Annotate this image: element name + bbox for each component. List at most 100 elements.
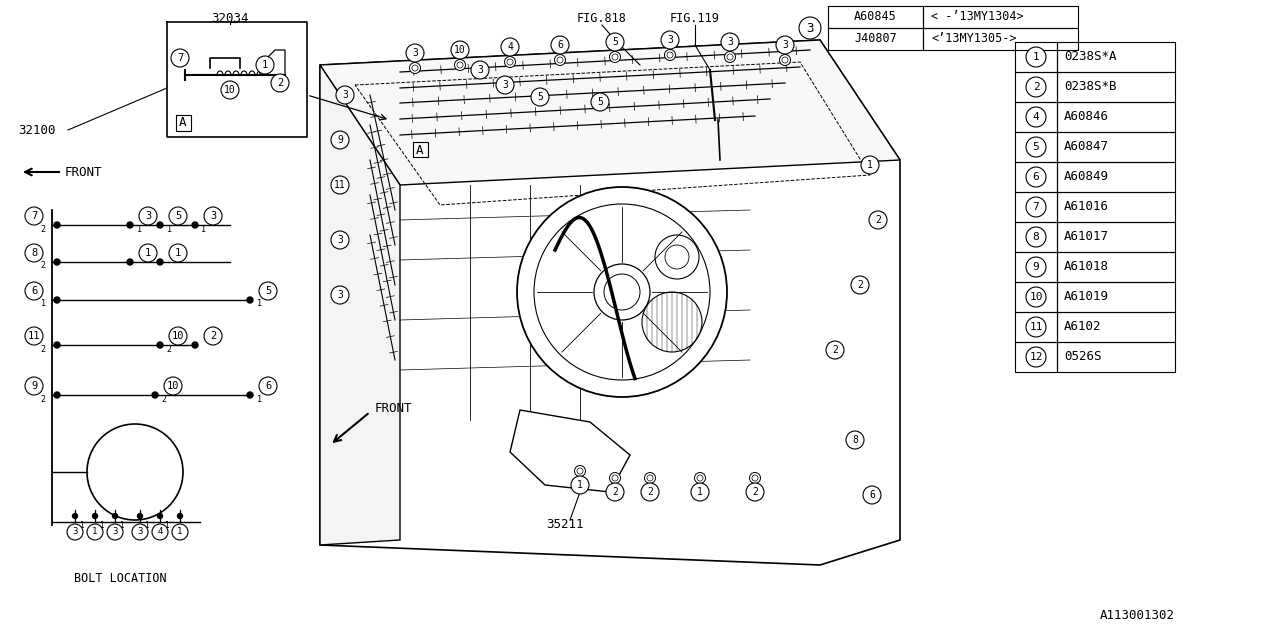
Text: A6102: A6102 (1064, 321, 1102, 333)
Circle shape (780, 54, 791, 65)
Circle shape (691, 483, 709, 501)
Circle shape (332, 231, 349, 249)
Text: A: A (416, 143, 424, 157)
Circle shape (172, 49, 189, 67)
Text: 0526S: 0526S (1064, 351, 1102, 364)
Circle shape (73, 513, 78, 518)
Circle shape (164, 377, 182, 395)
Text: 1: 1 (166, 225, 172, 234)
Circle shape (271, 74, 289, 92)
Text: 0238S*A: 0238S*A (1064, 51, 1116, 63)
Text: 3: 3 (727, 37, 733, 47)
Circle shape (550, 36, 570, 54)
Text: A: A (179, 116, 187, 129)
Circle shape (26, 207, 44, 225)
Text: 1: 1 (577, 480, 582, 490)
Circle shape (497, 76, 515, 94)
Circle shape (335, 86, 355, 104)
Circle shape (605, 483, 625, 501)
Text: 10: 10 (224, 85, 236, 95)
Circle shape (1027, 167, 1046, 187)
Circle shape (259, 282, 276, 300)
Text: 3: 3 (502, 80, 508, 90)
Text: 2: 2 (166, 344, 172, 353)
Circle shape (247, 297, 253, 303)
Text: 1: 1 (41, 300, 46, 308)
Text: A60847: A60847 (1064, 141, 1108, 154)
Circle shape (256, 56, 274, 74)
Circle shape (54, 392, 60, 398)
Text: <’13MY1305->: <’13MY1305-> (931, 33, 1016, 45)
Text: 2: 2 (161, 394, 166, 403)
Circle shape (1027, 287, 1046, 307)
Circle shape (92, 513, 97, 518)
Text: 1: 1 (78, 520, 83, 529)
Text: 1: 1 (143, 520, 148, 529)
Text: 3: 3 (477, 65, 483, 75)
Polygon shape (320, 40, 900, 565)
Circle shape (26, 244, 44, 262)
Text: 2: 2 (648, 487, 653, 497)
Circle shape (826, 341, 844, 359)
Circle shape (169, 327, 187, 345)
Text: 2: 2 (210, 331, 216, 341)
Circle shape (152, 524, 168, 540)
Circle shape (137, 513, 142, 518)
Text: 7: 7 (1033, 202, 1039, 212)
Circle shape (26, 327, 44, 345)
Text: A60845: A60845 (854, 10, 897, 24)
Circle shape (695, 472, 705, 483)
Text: A61016: A61016 (1064, 200, 1108, 214)
Text: 9: 9 (337, 135, 343, 145)
Text: 5: 5 (265, 286, 271, 296)
Text: 11: 11 (1029, 322, 1043, 332)
Circle shape (724, 51, 736, 63)
Circle shape (1027, 107, 1046, 127)
Circle shape (132, 524, 148, 540)
Text: 10: 10 (454, 45, 466, 55)
Polygon shape (320, 40, 900, 185)
Text: 12: 12 (1029, 352, 1043, 362)
Circle shape (26, 282, 44, 300)
Circle shape (54, 222, 60, 228)
Text: 11: 11 (334, 180, 346, 190)
Circle shape (1027, 347, 1046, 367)
Text: 3: 3 (210, 211, 216, 221)
Circle shape (410, 63, 421, 74)
Circle shape (157, 222, 163, 228)
Circle shape (332, 131, 349, 149)
Text: A113001302: A113001302 (1100, 609, 1175, 622)
Text: 7: 7 (177, 53, 183, 63)
Circle shape (1027, 257, 1046, 277)
Circle shape (178, 513, 183, 518)
Text: 2: 2 (41, 225, 46, 234)
Text: A61019: A61019 (1064, 291, 1108, 303)
Text: 10: 10 (166, 381, 179, 391)
Circle shape (861, 156, 879, 174)
Circle shape (54, 259, 60, 265)
Text: 1: 1 (256, 394, 261, 403)
Circle shape (531, 88, 549, 106)
Circle shape (157, 342, 163, 348)
Circle shape (247, 392, 253, 398)
Circle shape (571, 476, 589, 494)
Text: 5: 5 (596, 97, 603, 107)
Circle shape (332, 176, 349, 194)
Text: 32034: 32034 (211, 12, 248, 24)
Text: 1: 1 (698, 487, 703, 497)
Circle shape (204, 327, 221, 345)
Text: A61017: A61017 (1064, 230, 1108, 243)
Text: 5: 5 (612, 37, 618, 47)
Circle shape (67, 524, 83, 540)
Circle shape (204, 207, 221, 225)
Circle shape (140, 244, 157, 262)
Circle shape (1027, 137, 1046, 157)
Text: 3: 3 (337, 290, 343, 300)
Text: 4: 4 (157, 527, 163, 536)
Text: 2: 2 (876, 215, 881, 225)
Text: A60846: A60846 (1064, 111, 1108, 124)
Circle shape (1027, 47, 1046, 67)
Text: 3: 3 (667, 35, 673, 45)
Text: 0238S*B: 0238S*B (1064, 81, 1116, 93)
Text: 6: 6 (31, 286, 37, 296)
